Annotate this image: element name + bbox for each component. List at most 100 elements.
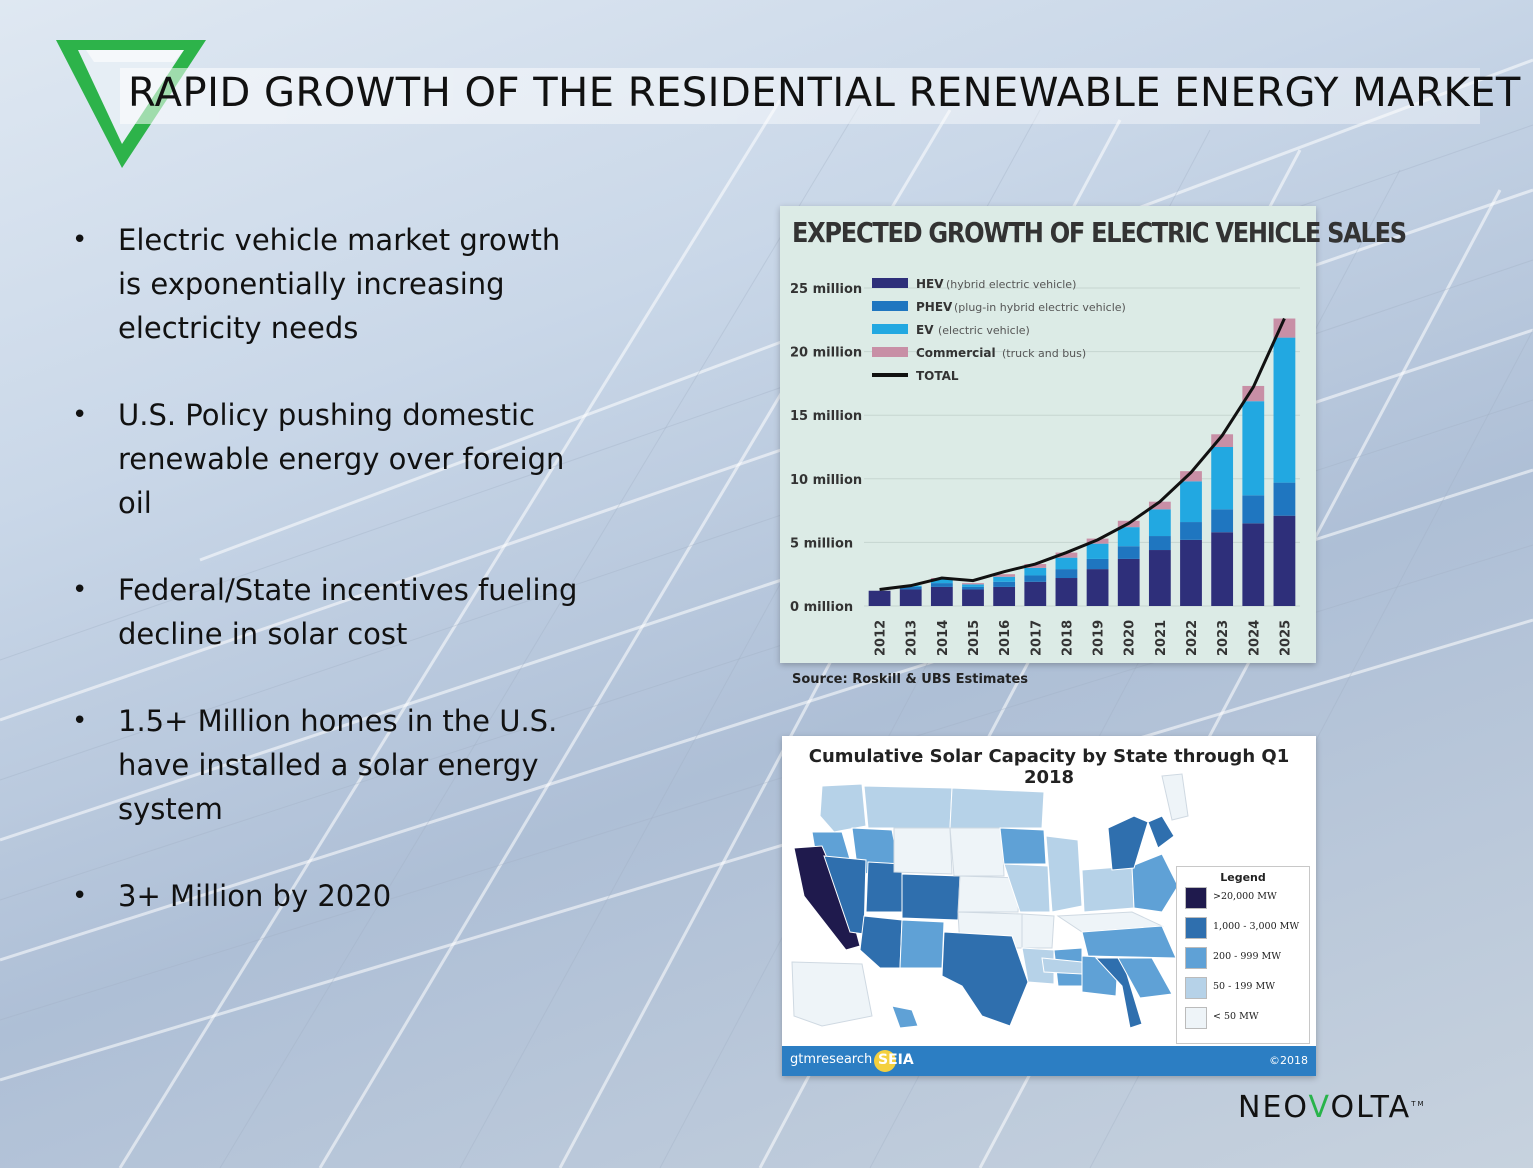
y-tick-label: 20 million	[790, 346, 862, 361]
state-region	[999, 827, 1047, 865]
map-copyright: ©2018	[1269, 1054, 1308, 1067]
x-tick-label: 2025	[1278, 620, 1293, 656]
legend-swatch	[1185, 917, 1207, 939]
state-region	[1081, 925, 1177, 959]
ev-sales-chart-card: EXPECTED GROWTH OF ELECTRIC VEHICLE SALE…	[780, 206, 1407, 663]
bar-segment-ev	[1273, 337, 1296, 483]
bar-segment-phev	[1242, 495, 1265, 524]
y-tick-label: 25 million	[790, 282, 862, 297]
bar-segment-phev	[1086, 558, 1109, 570]
x-tick-label: 2013	[905, 620, 920, 656]
legend-swatch	[1185, 977, 1207, 999]
state-region	[859, 915, 903, 969]
ev-sales-chart: 0 million 5 million 10 million 15 million 20…	[790, 277, 1300, 656]
state-region	[901, 873, 961, 921]
map-title: Cumulative Solar Capacity by State throu…	[808, 746, 1290, 788]
legend-label: 50 - 199 MW	[1213, 981, 1275, 992]
brand-part: OLTA	[1330, 1090, 1412, 1125]
bar-segment-hev	[1211, 532, 1234, 606]
legend-swatch	[1185, 887, 1207, 909]
gtm-research-logo: gtmresearch	[790, 1052, 873, 1067]
state-region	[1161, 773, 1189, 821]
legend-row: 1,000 - 3,000 MW	[1185, 917, 1305, 939]
bullet-dot: •	[72, 706, 88, 736]
seia-logo-icon	[874, 1050, 896, 1072]
legend-label: < 50 MW	[1213, 1011, 1259, 1022]
bar-segment-hev	[868, 590, 891, 606]
state-region	[949, 787, 1045, 829]
bar-segment-ev	[993, 576, 1016, 582]
bar-segment-ev	[1117, 527, 1140, 547]
x-tick-label: 2018	[1060, 620, 1075, 656]
seia-logo-text: SEIA	[878, 1052, 914, 1068]
bar-segment-commercial	[962, 583, 984, 585]
bar-segment-phev	[962, 586, 984, 590]
state-region	[1041, 957, 1083, 975]
bullet-item: • U.S. Policy pushing domestic renewable …	[70, 393, 590, 525]
bar-segment-hev	[1024, 581, 1047, 606]
y-tick-label: 10 million	[790, 473, 862, 488]
bullet-dot: •	[72, 400, 88, 430]
legend-title: Legend	[1220, 871, 1266, 884]
state-region	[941, 931, 1029, 1027]
neovolta-brand: NEOVOLTATM	[1238, 1090, 1426, 1125]
bar-segment-ev	[962, 584, 984, 587]
bar-segment-commercial	[993, 574, 1016, 577]
bar-segment-hev	[1180, 539, 1202, 606]
bar-segment-phev	[1180, 522, 1202, 540]
bar-segment-phev	[1211, 509, 1234, 533]
bar-segment-hev	[1148, 550, 1171, 606]
legend-swatch	[1185, 947, 1207, 969]
state-region	[1081, 865, 1135, 913]
ev-chart-title: EXPECTED GROWTH OF ELECTRIC VEHICLE SALE…	[792, 216, 1407, 249]
legend-desc: (truck and bus)	[1002, 347, 1086, 360]
map-legend: Legend >20,000 MW 1,000 - 3,000 MW 200 -…	[1176, 866, 1310, 1044]
bar-segment-hev	[899, 589, 922, 606]
bar-segment-phev	[930, 583, 953, 587]
bullet-dot: •	[72, 881, 88, 911]
brand-part: NEO	[1238, 1090, 1309, 1125]
state-region	[899, 919, 945, 969]
bar-segment-phev	[1148, 536, 1171, 551]
bar-segment-phev	[1117, 546, 1140, 559]
bar-segment-commercial	[1180, 471, 1202, 482]
bullet-dot: •	[72, 575, 88, 605]
bar-segment-hev	[930, 586, 953, 606]
legend-label: Commercial	[916, 346, 996, 360]
x-tick-label: 2024	[1247, 620, 1262, 656]
x-tick-label: 2023	[1216, 620, 1231, 656]
bar-segment-ev	[1024, 567, 1047, 576]
x-tick-label: 2015	[967, 620, 982, 656]
legend-row: < 50 MW	[1185, 1007, 1305, 1029]
state-region	[1147, 815, 1175, 849]
bar-segment-hev	[1086, 569, 1109, 606]
state-region	[1131, 853, 1179, 913]
x-tick-label: 2012	[874, 620, 889, 656]
legend-swatch-phev	[872, 301, 908, 311]
bar-segment-phev	[993, 581, 1016, 587]
bar-segment-ev	[1211, 447, 1234, 510]
bar-segment-commercial	[1148, 501, 1171, 510]
state-region	[863, 785, 953, 829]
legend-desc: (electric vehicle)	[938, 324, 1030, 337]
legend-label: 1,000 - 3,000 MW	[1213, 921, 1300, 932]
legend-label: TOTAL	[916, 369, 959, 383]
x-tick-label: 2017	[1029, 620, 1044, 656]
legend-row: 200 - 999 MW	[1185, 947, 1305, 969]
legend-label: HEV	[916, 277, 944, 291]
bullet-text: 3+ Million by 2020	[118, 879, 392, 913]
state-region	[957, 875, 1021, 913]
x-tick-label: 2022	[1185, 620, 1200, 656]
bullet-dot: •	[72, 225, 88, 255]
bar-segment-commercial	[1055, 552, 1078, 558]
bullet-item: • Electric vehicle market growth is expon…	[70, 218, 590, 350]
state-region	[1003, 863, 1051, 913]
map-footer: gtmresearch SEIA ©2018	[782, 1046, 1316, 1076]
legend-label: >20,000 MW	[1213, 891, 1277, 902]
x-tick-label: 2019	[1092, 620, 1107, 656]
brand-tm: TM	[1411, 1100, 1426, 1108]
bar-segment-phev	[1273, 482, 1296, 516]
legend-swatch	[1185, 1007, 1207, 1029]
legend-label: 200 - 999 MW	[1213, 951, 1282, 962]
state-region	[1021, 947, 1055, 985]
